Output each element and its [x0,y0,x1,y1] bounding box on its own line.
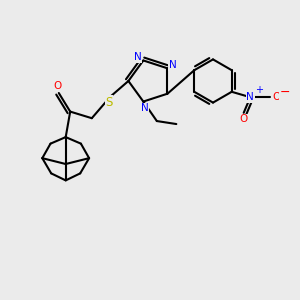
Text: −: − [280,86,290,99]
Text: O: O [272,92,281,102]
Text: N: N [134,52,142,62]
Text: N: N [141,103,149,113]
Text: N: N [246,92,254,102]
Text: O: O [240,114,248,124]
Text: N: N [169,60,177,70]
Text: S: S [105,95,112,109]
Text: +: + [255,85,263,95]
Text: O: O [53,81,61,92]
